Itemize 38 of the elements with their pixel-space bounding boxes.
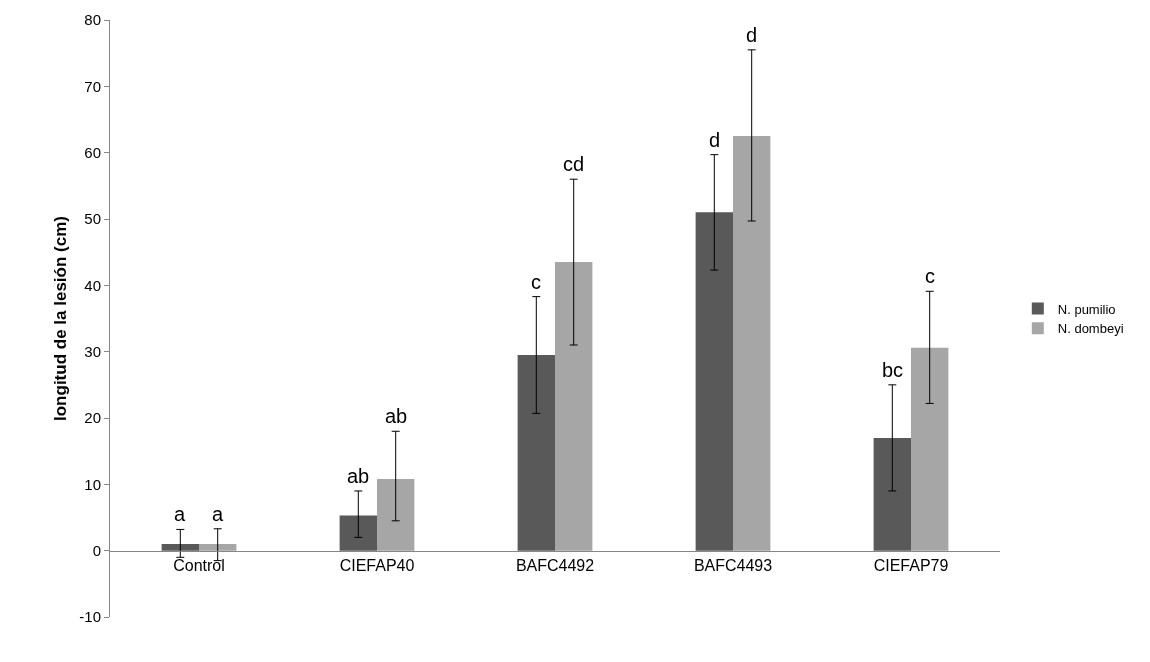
bar <box>161 544 199 551</box>
x-tick-label: BAFC4493 <box>693 556 773 574</box>
y-tick-label: 20 <box>84 409 101 427</box>
y-tick-label: 80 <box>84 11 101 29</box>
bar <box>555 262 593 551</box>
bar <box>199 544 237 551</box>
x-tick-label: CIEFAP79 <box>873 556 949 574</box>
y-tick-label: 60 <box>84 143 101 161</box>
annotation: c <box>925 265 935 287</box>
y-tick-label: 0 <box>92 541 101 559</box>
annotation: a <box>174 503 186 525</box>
bar <box>517 354 555 551</box>
bar <box>873 437 911 551</box>
annotation: cd <box>563 153 585 175</box>
y-tick-label: 50 <box>84 210 101 228</box>
annotation: ab <box>385 405 408 427</box>
y-tick-label: -10 <box>79 608 101 626</box>
annotation: ab <box>347 465 370 487</box>
y-tick-label: 40 <box>84 276 101 294</box>
bar <box>911 347 949 551</box>
y-tick-label: 30 <box>84 342 101 360</box>
bar <box>695 212 733 551</box>
x-tick-label: CIEFAP40 <box>339 556 415 574</box>
annotation: c <box>531 271 541 293</box>
annotation: d <box>746 24 758 46</box>
bar <box>377 479 415 551</box>
annotation: bc <box>882 359 904 381</box>
annotation: d <box>709 129 721 151</box>
y-tick-label: 70 <box>84 77 101 95</box>
annotation: a <box>212 503 224 525</box>
y-tick-label: 10 <box>84 475 101 493</box>
y-axis-title: longitud de la lesión (cm) <box>51 216 70 421</box>
bar <box>339 515 377 551</box>
x-tick-label: Control <box>173 556 225 574</box>
bar <box>733 136 771 551</box>
x-tick-label: BAFC4492 <box>515 556 595 574</box>
legend-label: N. pumilio <box>1057 301 1116 317</box>
legend-label: N. dombeyi <box>1057 321 1124 337</box>
